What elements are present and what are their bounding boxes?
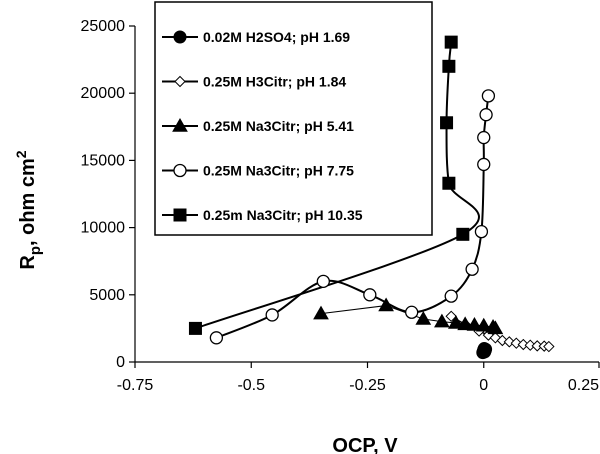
y-tick-label: 20000 <box>81 85 126 102</box>
x-tick-label: 0.25 <box>568 377 599 394</box>
series-3-point <box>378 297 394 312</box>
series-3-point <box>466 317 483 331</box>
x-axis-title: OCP, V <box>332 435 398 454</box>
series-2-point <box>543 340 555 353</box>
plot-markers <box>188 35 555 360</box>
svg-text:Rp, ohm cm2: Rp, ohm cm2 <box>13 150 44 269</box>
y-tick-label: 15000 <box>81 152 126 169</box>
legend-label-4: 0.25M Na3Citr; pH 7.75 <box>203 163 354 179</box>
y-tick-label: 10000 <box>81 220 126 237</box>
legend-marker-1 <box>173 30 187 44</box>
series-5-point <box>188 321 202 335</box>
series-4-point <box>481 89 496 103</box>
series-4-point <box>316 274 330 289</box>
series-5-point <box>442 176 456 190</box>
y-tick-label: 0 <box>116 354 125 371</box>
series-3-point <box>457 316 474 331</box>
series-4-point <box>363 288 377 302</box>
series-3-point <box>415 310 432 325</box>
series-1-point <box>479 342 493 356</box>
series-4-point <box>479 108 493 122</box>
series-3-point <box>434 313 450 328</box>
legend-marker-5 <box>173 208 187 222</box>
x-tick-label: -0.25 <box>349 377 386 394</box>
y-axis-title-sub: p <box>27 246 44 255</box>
legend: 0.02M H2SO4; pH 1.69 0.25M H3Citr; pH 1.8… <box>154 1 433 236</box>
legend-label-2: 0.25M H3Citr; pH 1.84 <box>203 74 346 90</box>
y-axis-title-main: R <box>17 255 39 270</box>
legend-box <box>154 1 433 236</box>
series-4-point <box>477 130 491 145</box>
x-tick-label: 0 <box>479 377 488 394</box>
legend-label-5: 0.25m Na3Citr; pH 10.35 <box>203 207 363 223</box>
series-4-point <box>474 224 489 239</box>
x-tick-label: -0.75 <box>117 377 154 394</box>
y-axis-title-rest: , ohm cm <box>17 158 39 246</box>
series-4-point <box>477 157 491 172</box>
series-3-point <box>313 305 329 320</box>
y-axis-title: Rp, ohm cm2 <box>13 150 44 269</box>
legend-entries: 0.02M H2SO4; pH 1.69 0.25M H3Citr; pH 1.8… <box>162 29 363 223</box>
x-tick-label: -0.5 <box>237 377 265 394</box>
axes <box>129 25 600 368</box>
series-5-point <box>442 59 456 73</box>
y-tick-label: 25000 <box>81 18 126 35</box>
series-3-point <box>447 315 464 329</box>
series-4-point <box>465 262 479 276</box>
series-3-point <box>487 320 504 335</box>
y-tick-label: 5000 <box>89 287 125 304</box>
series-4-point <box>405 305 419 319</box>
legend-label-1: 0.02M H2SO4; pH 1.69 <box>203 29 350 45</box>
series-2-point <box>517 338 529 351</box>
series-2-point <box>524 339 536 351</box>
series-4-point <box>209 331 224 345</box>
series-4-point <box>265 308 279 322</box>
series-5-point <box>456 227 470 241</box>
legend-marker-2 <box>174 75 186 88</box>
series-5-point <box>444 35 458 49</box>
series-3-point <box>475 317 492 332</box>
y-axis-title-sup: 2 <box>13 150 29 158</box>
series-4-point <box>444 289 458 303</box>
legend-marker-3 <box>172 117 188 132</box>
tick-labels: 0 5000 10000 15000 20000 25000 -0.75 -0.5 -0.25 0… <box>81 18 600 394</box>
legend-label-3: 0.25M Na3Citr; pH 5.41 <box>203 118 354 134</box>
series-5-point <box>440 116 454 130</box>
legend-marker-4 <box>173 163 187 178</box>
